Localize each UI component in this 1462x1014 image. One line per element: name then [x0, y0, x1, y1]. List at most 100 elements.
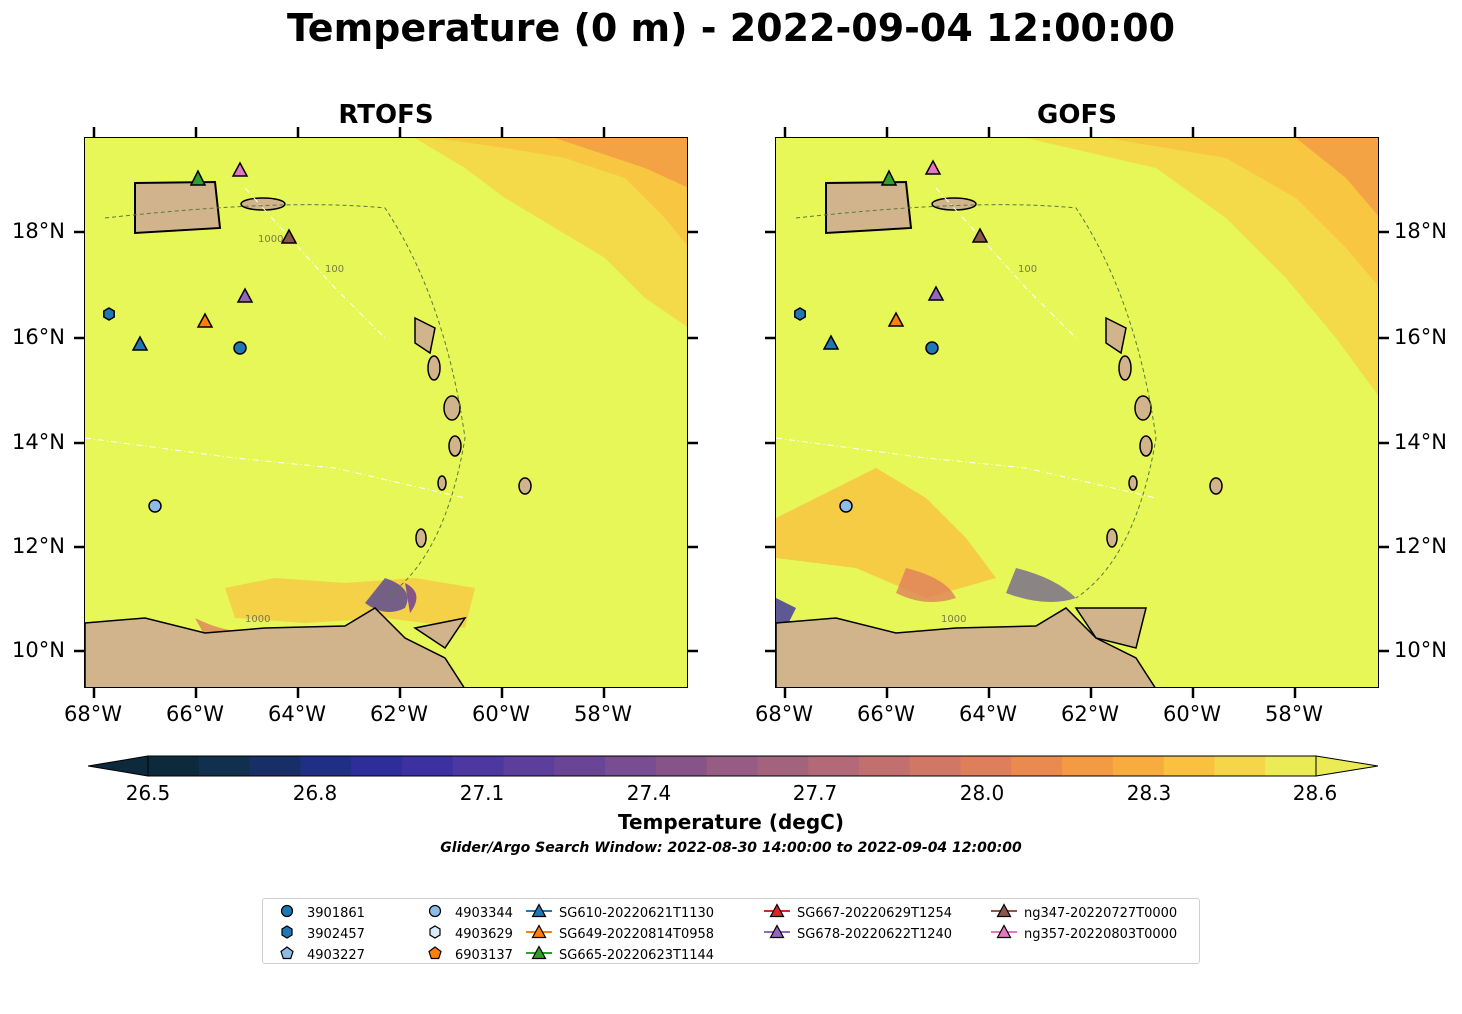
legend-entry: 4903629: [421, 924, 513, 944]
lat-label: 18°N: [1394, 219, 1447, 243]
triangle-marker-icon: [525, 923, 559, 945]
legend-entry: 3902457: [273, 924, 365, 944]
glider-sg678-marker[interactable]: [927, 285, 945, 301]
lon-label: 64°W: [268, 702, 326, 726]
colorbar-bin: [503, 756, 555, 776]
lat-label: 18°N: [12, 219, 65, 243]
lon-label: 62°W: [1061, 702, 1119, 726]
colorbar-bin: [757, 756, 809, 776]
legend-entry: SG649-20220814T0958: [525, 924, 714, 944]
pentagon-marker-icon: [421, 944, 455, 966]
glider-sg665-marker[interactable]: [189, 169, 207, 186]
colorbar-tick: 28.6: [1292, 781, 1338, 805]
triangle-marker-icon: [990, 902, 1024, 924]
argo-3901861-marker[interactable]: [233, 341, 247, 355]
legend-label: 4903227: [307, 947, 365, 963]
colorbar-bin: [401, 756, 454, 776]
pentagon-marker-icon: [273, 944, 307, 966]
lat-label: 12°N: [1394, 534, 1447, 558]
search-window-note: Glider/Argo Search Window: 2022-08-30 14…: [440, 840, 1022, 856]
glider-sg610-marker[interactable]: [822, 334, 840, 350]
triangle-marker-icon: [525, 944, 559, 966]
legend-entry: ng347-20220727T0000: [990, 903, 1177, 923]
colorbar: [87, 755, 1379, 777]
argo-3901861-marker[interactable]: [925, 341, 939, 355]
glider-sg665-marker[interactable]: [880, 169, 898, 186]
legend-label: 4903629: [455, 926, 513, 942]
colorbar-bin: [706, 756, 758, 776]
colorbar-over-arrow: [1315, 755, 1379, 777]
hexagon-marker-icon: [421, 923, 455, 945]
lon-label: 62°W: [370, 702, 428, 726]
glider-ng347-marker[interactable]: [971, 227, 989, 243]
colorbar-bin: [452, 756, 504, 776]
colorbar-bin: [960, 756, 1012, 776]
map-rtofs-svg: 1000 1000 100: [85, 138, 687, 687]
legend-label: SG667-20220629T1254: [797, 905, 953, 921]
colorbar-bin: [351, 756, 403, 776]
triangle-marker-icon: [763, 902, 797, 924]
legend-entry: SG665-20220623T1144: [525, 945, 714, 965]
glider-ng357-marker[interactable]: [231, 161, 249, 177]
glider-ng347-marker[interactable]: [280, 228, 298, 244]
legend: 3901861 3902457 4903227 4903344 4903629 69031…: [262, 898, 1200, 964]
colorbar-bin: [858, 756, 911, 776]
colorbar-bin: [1011, 756, 1063, 776]
colorbar-tick: 27.7: [792, 781, 838, 805]
argo-4903344-marker[interactable]: [839, 499, 853, 513]
figure-title: Temperature (0 m) - 2022-09-04 12:00:00: [286, 6, 1176, 50]
glider-sg610-marker[interactable]: [131, 335, 149, 351]
map-gofs-svg: 1000 100: [776, 138, 1378, 687]
colorbar-bin: [909, 756, 962, 776]
glider-ng357-marker[interactable]: [924, 159, 942, 175]
glider-sg649-marker[interactable]: [196, 312, 214, 328]
lat-label: 14°N: [12, 430, 65, 454]
legend-entry: 6903137: [421, 945, 513, 965]
triangle-marker-icon: [990, 923, 1024, 945]
colorbar-bin: [808, 756, 860, 776]
lat-label: 12°N: [12, 534, 65, 558]
lon-label: 58°W: [574, 702, 632, 726]
colorbar-bin: [198, 756, 251, 776]
colorbar-bin: [1214, 756, 1266, 776]
argo-3902457-marker[interactable]: [794, 307, 806, 321]
colorbar-tick: 27.1: [459, 781, 505, 805]
legend-entry: ng357-20220803T0000: [990, 924, 1177, 944]
colorbar-bin: [655, 756, 708, 776]
lon-label: 60°W: [472, 702, 530, 726]
glider-sg678-marker[interactable]: [236, 287, 254, 303]
lat-label: 16°N: [12, 325, 65, 349]
contour-label: 1000: [941, 614, 966, 625]
colorbar-tick: 28.0: [959, 781, 1005, 805]
colorbar-tick: 26.8: [292, 781, 338, 805]
colorbar-under-arrow: [87, 755, 149, 777]
legend-entry: SG678-20220622T1240: [763, 924, 952, 944]
contour-label: 1000: [245, 614, 270, 625]
legend-entry: 3901861: [273, 903, 365, 923]
lon-label: 68°W: [64, 702, 122, 726]
map-gofs[interactable]: 1000 100: [775, 137, 1379, 688]
legend-label: 3901861: [307, 905, 365, 921]
hexagon-marker-icon: [273, 923, 307, 945]
panel-title-rtofs: RTOFS: [338, 100, 434, 130]
lon-label: 68°W: [755, 702, 813, 726]
contour-label: 100: [1018, 264, 1037, 275]
colorbar-bin: [554, 756, 606, 776]
lon-label: 60°W: [1163, 702, 1221, 726]
contour-label: 1000: [258, 234, 283, 245]
colorbar-bin: [1163, 756, 1215, 776]
lon-label: 58°W: [1265, 702, 1323, 726]
legend-entry: 4903227: [273, 945, 365, 965]
glider-sg649-marker[interactable]: [887, 311, 905, 327]
legend-entry: 4903344: [421, 903, 513, 923]
argo-3902457-marker[interactable]: [103, 307, 115, 321]
legend-label: 4903344: [455, 905, 513, 921]
legend-label: SG678-20220622T1240: [797, 926, 953, 942]
legend-label: SG610-20220621T1130: [559, 905, 715, 921]
lat-label: 10°N: [1394, 638, 1447, 662]
map-rtofs[interactable]: 1000 1000 100: [84, 137, 688, 688]
argo-4903344-marker[interactable]: [148, 499, 162, 513]
lat-label: 16°N: [1394, 325, 1447, 349]
panel-title-gofs: GOFS: [1037, 100, 1117, 130]
circle-marker-icon: [421, 902, 455, 924]
